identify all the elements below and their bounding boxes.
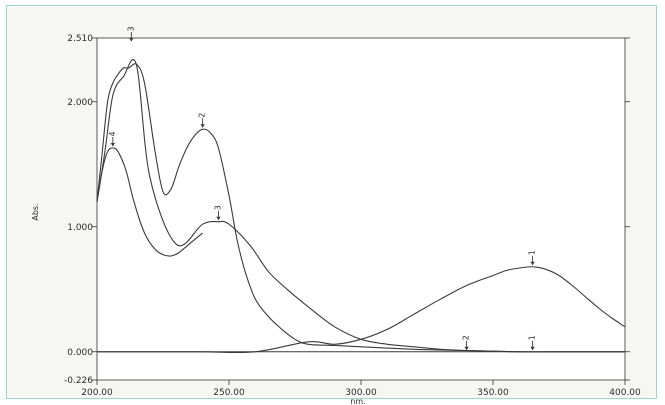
peak-marker-label: 3	[213, 205, 222, 210]
peak-markers: 1 1 2 2 3 3 4	[108, 26, 537, 351]
y-axis-title: Abs.	[31, 203, 40, 220]
x-axis-title: nm.	[350, 397, 365, 405]
plot-area-border	[96, 37, 626, 381]
peak-marker-head	[216, 216, 221, 221]
peak-marker-label: 4	[108, 131, 117, 136]
peak-marker-head	[530, 261, 535, 266]
peak-marker-label: 1	[528, 250, 537, 255]
x-tick-label: 300.00	[345, 388, 377, 398]
y-tick-label: 1.000	[67, 223, 93, 233]
series-line-3	[96, 58, 625, 353]
x-tick-label: 250.00	[213, 388, 245, 398]
series-line-4	[96, 147, 203, 257]
series-line-2	[96, 63, 625, 353]
peak-marker-label: 2	[462, 335, 471, 340]
x-tick-label: 350.00	[477, 388, 509, 398]
y-tick-label: -0.226	[64, 376, 93, 386]
peak-marker-head	[129, 38, 134, 42]
y-tick-label: 2.510	[67, 34, 93, 44]
series-lines	[96, 58, 626, 354]
x-tick-label: 200.00	[81, 388, 113, 398]
y-tick-label: 0.000	[67, 348, 93, 358]
tick-labels: 2.510 2.000 1.000 0.000 -0.226 200.00 250.00 30…	[64, 34, 641, 398]
peak-marker-label: 3	[126, 26, 135, 31]
series-line-1	[97, 266, 626, 354]
x-tick-label: 400.00	[609, 388, 641, 398]
peak-marker-label: 1	[528, 335, 537, 340]
peak-marker-head	[464, 346, 469, 351]
axes	[96, 37, 626, 381]
y-tick-label: 2.000	[67, 98, 93, 108]
peak-marker-head	[200, 124, 205, 128]
peak-marker-label: 2	[198, 113, 207, 118]
peak-marker-head	[530, 346, 535, 351]
peak-marker-head	[110, 143, 116, 147]
